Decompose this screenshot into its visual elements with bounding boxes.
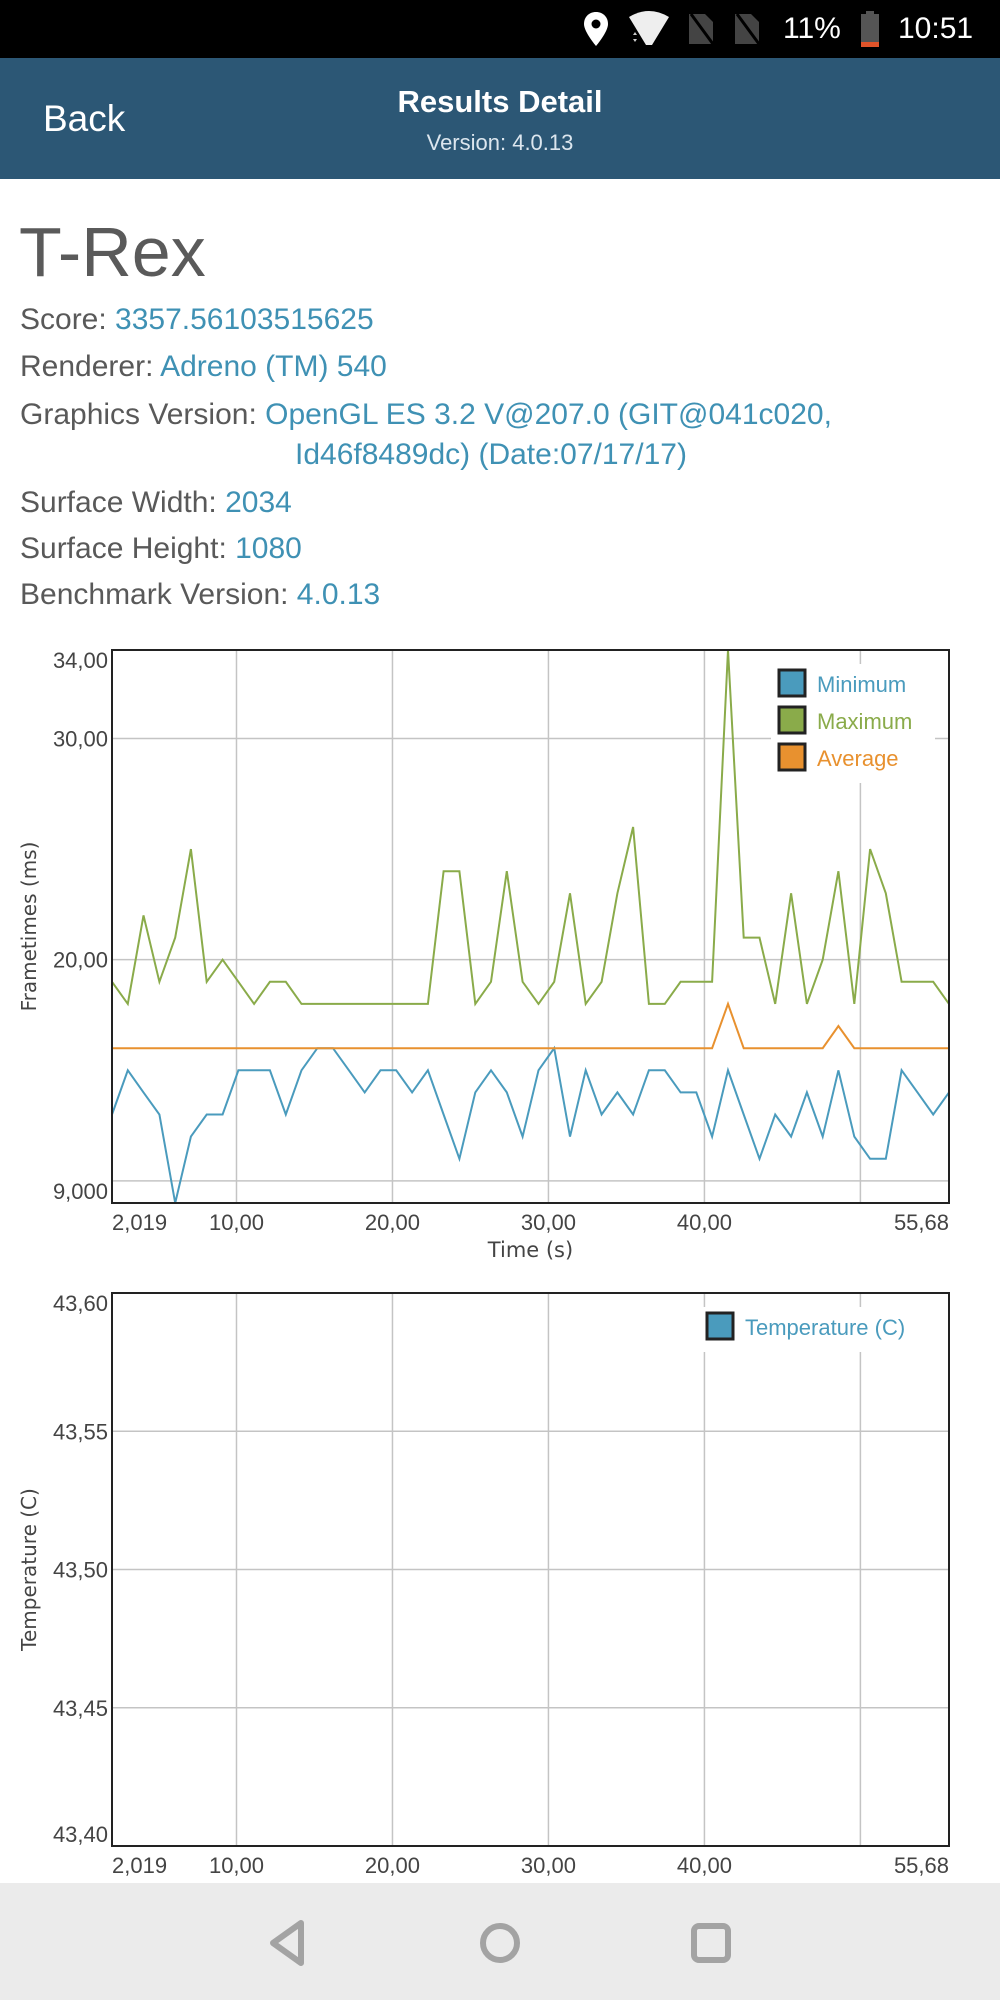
- back-triangle-icon[interactable]: [257, 1913, 317, 1973]
- test-name: T-Rex: [19, 213, 206, 291]
- y-tick-label: 43,55: [53, 1419, 108, 1444]
- x-tick-label: 20,00: [365, 1210, 420, 1235]
- detail-score: Score: 3357.56103515625: [20, 303, 374, 337]
- x-tick-label: 2,019: [112, 1853, 167, 1878]
- x-tick-label: 40,00: [677, 1853, 732, 1878]
- legend-label: Minimum: [817, 672, 906, 697]
- x-tick-label: 40,00: [677, 1210, 732, 1235]
- plot-frame: [111, 649, 950, 1204]
- x-tick-label: 55,68: [894, 1210, 949, 1235]
- detail-value: Adreno (TM) 540: [160, 350, 387, 383]
- x-tick-label: 20,00: [365, 1853, 420, 1878]
- home-circle-icon[interactable]: [470, 1913, 530, 1973]
- navigation-bar: [0, 1883, 1000, 2000]
- detail-renderer: Renderer: Adreno (TM) 540: [20, 350, 387, 384]
- legend-swatch: [705, 1311, 735, 1341]
- y-tick-label: 43,45: [53, 1696, 108, 1721]
- clock: 10:51: [898, 12, 974, 45]
- battery-percent: 11%: [783, 12, 841, 45]
- back-button[interactable]: Back: [43, 98, 126, 139]
- y-axis-title: Temperature (C): [17, 1488, 41, 1652]
- location-icon: [583, 0, 609, 58]
- detail-label: Surface Height:: [20, 532, 236, 565]
- y-tick-label: 43,50: [53, 1558, 108, 1583]
- x-tick-label: 10,00: [209, 1853, 264, 1878]
- y-tick-label: 43,60: [53, 1291, 108, 1316]
- y-tick-label: 34,00: [53, 648, 108, 673]
- detail-label: Benchmark Version:: [20, 578, 297, 611]
- legend-swatch: [777, 705, 807, 735]
- y-tick-label: 30,00: [53, 726, 108, 751]
- x-tick-label: 55,68: [894, 1853, 949, 1878]
- legend-label: Maximum: [817, 709, 912, 734]
- x-tick-label: 30,00: [521, 1853, 576, 1878]
- detail-graphics-version: Graphics Version: OpenGL ES 3.2 V@207.0 …: [20, 398, 832, 432]
- detail-label: Renderer:: [20, 350, 161, 383]
- y-tick-label: 43,40: [53, 1822, 108, 1847]
- y-tick-label: 20,00: [53, 948, 108, 973]
- series-line-average: [112, 1000, 949, 1050]
- detail-value: OpenGL ES 3.2 V@207.0 (GIT@041c020,: [265, 398, 832, 431]
- detail-benchmark-version: Benchmark Version: 4.0.13: [20, 578, 380, 612]
- no-sim-icon: [733, 0, 761, 58]
- detail-value: 3357.56103515625: [115, 303, 374, 336]
- legend-label: Average: [817, 746, 899, 771]
- detail-value: 4.0.13: [296, 578, 381, 611]
- detail-label: Score:: [20, 303, 116, 336]
- recents-square-icon[interactable]: [681, 1913, 741, 1973]
- legend-background: [699, 1307, 935, 1352]
- x-tick-label: 10,00: [209, 1210, 264, 1235]
- legend-swatch: [777, 668, 807, 698]
- x-axis-title: Time (s): [487, 1238, 573, 1262]
- detail-label: Surface Width:: [20, 486, 226, 519]
- detail-graphics-version-line2: Id46f8489dc) (Date:07/17/17): [295, 438, 687, 471]
- y-axis-title: Frametimes (ms): [17, 842, 41, 1012]
- x-tick-label: 30,00: [521, 1210, 576, 1235]
- wifi-icon: [627, 0, 671, 58]
- detail-value: 1080: [235, 532, 302, 565]
- detail-surface-width: Surface Width: 2034: [20, 486, 292, 520]
- battery-low-icon: [860, 0, 880, 58]
- legend-swatch: [777, 742, 807, 772]
- series-line-maximum: [111, 649, 950, 1007]
- app-header: Back Results Detail Version: 4.0.13: [0, 58, 1000, 179]
- y-tick-label: 9,000: [53, 1179, 108, 1204]
- detail-value: 2034: [225, 486, 292, 519]
- detail-surface-height: Surface Height: 1080: [20, 532, 302, 566]
- series-line-minimum: [111, 1045, 950, 1204]
- detail-label: Graphics Version:: [20, 398, 266, 431]
- plot-frame: [111, 1292, 950, 1847]
- page-title: Results Detail: [397, 84, 603, 119]
- version-label: Version: 4.0.13: [426, 130, 574, 155]
- no-sim-icon: [687, 0, 715, 58]
- status-bar: 11% 10:51: [0, 0, 1000, 58]
- x-tick-label: 2,019: [112, 1210, 167, 1235]
- legend-label: Temperature (C): [745, 1315, 905, 1340]
